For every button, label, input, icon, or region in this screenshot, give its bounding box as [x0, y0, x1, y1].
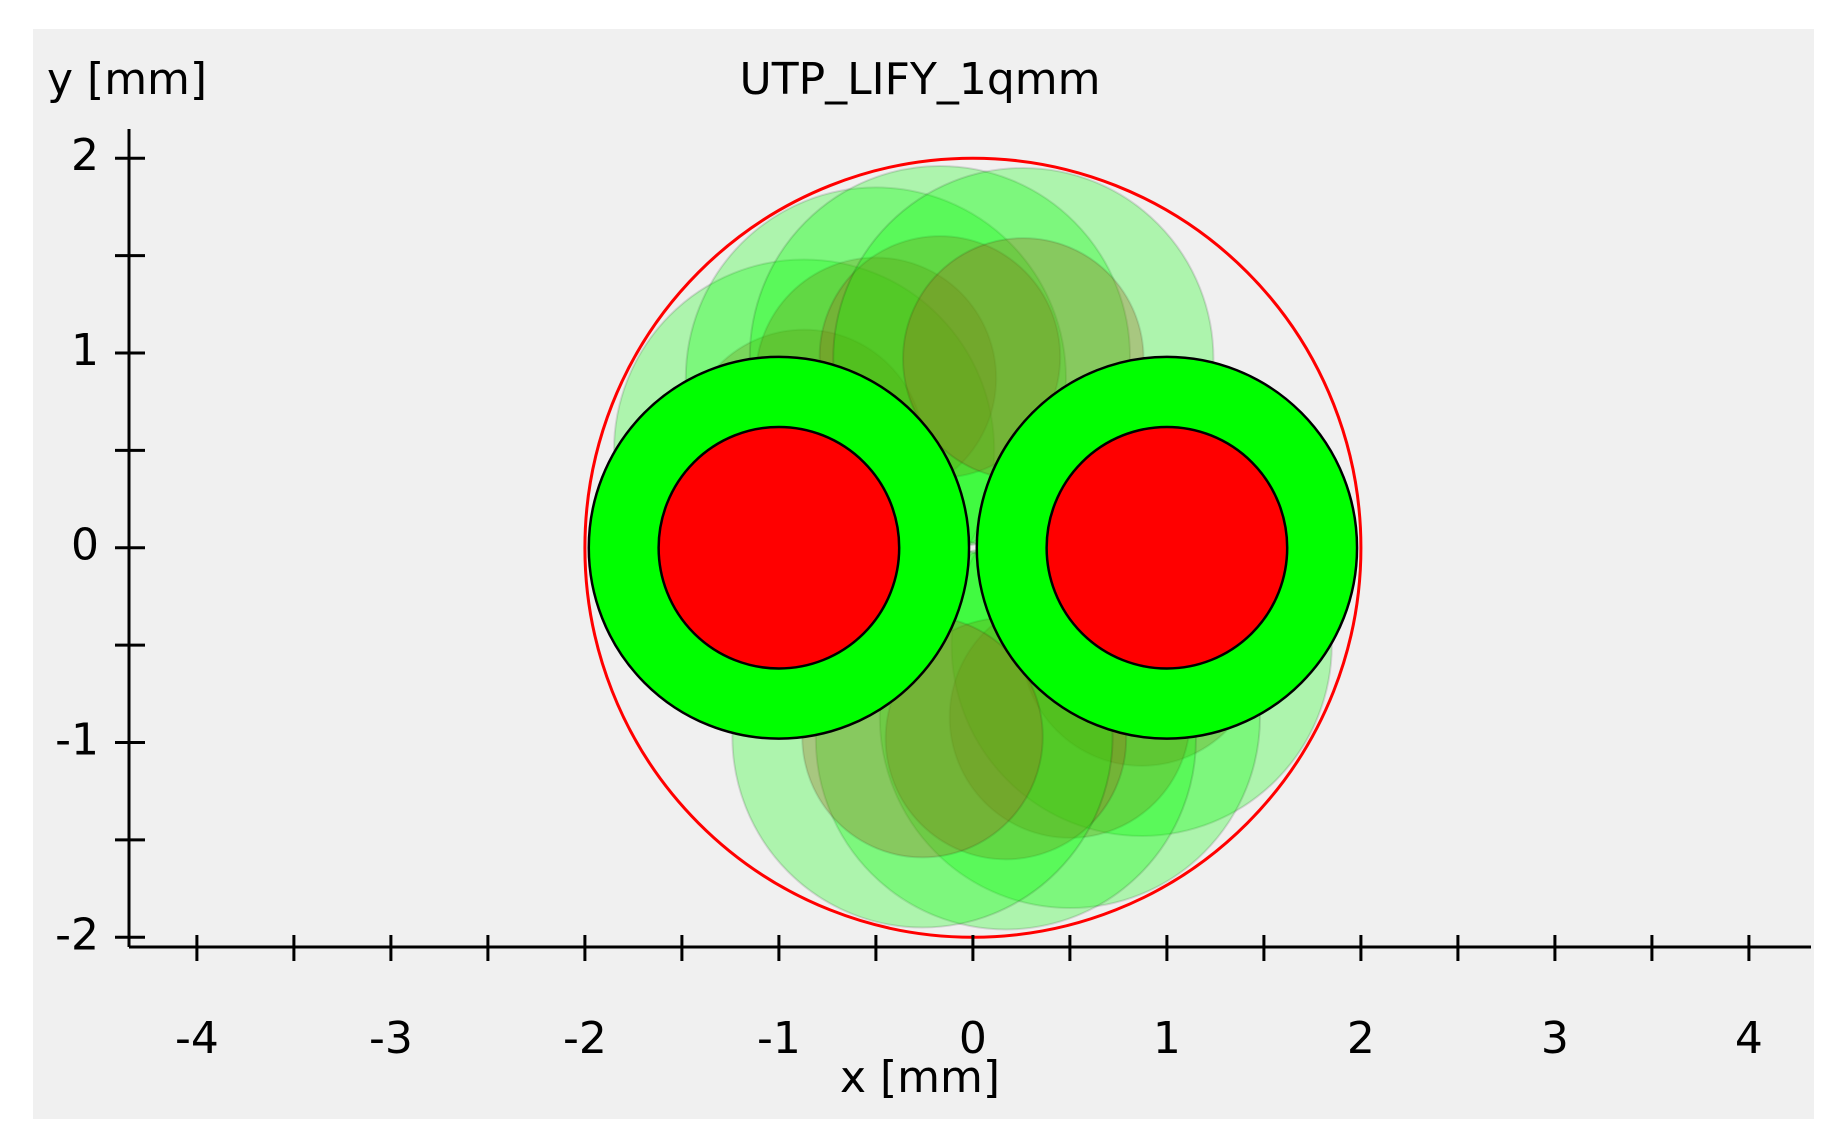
x-axis-label: x [mm]	[840, 1052, 1000, 1103]
y-tick-label: 0	[71, 520, 99, 571]
y-tick-label: -1	[55, 715, 99, 766]
conductor	[1045, 425, 1289, 670]
x-tick-label: 4	[1735, 1013, 1763, 1064]
chart-title: UTP_LIFY_1qmm	[740, 54, 1101, 105]
x-tick-label: -2	[563, 1013, 607, 1064]
y-tick-label: 1	[71, 325, 99, 376]
x-tick-label: 0	[959, 1013, 987, 1064]
conductor	[657, 425, 901, 670]
y-tick-label: 2	[71, 130, 99, 181]
x-tick-label: 3	[1541, 1013, 1569, 1064]
y-tick-label: -2	[55, 909, 99, 960]
x-tick-label: 2	[1347, 1013, 1375, 1064]
x-tick-label: 1	[1153, 1013, 1181, 1064]
y-axis-label: y [mm]	[47, 54, 207, 105]
x-tick-label: -3	[369, 1013, 413, 1064]
x-tick-label: -4	[175, 1013, 219, 1064]
x-tick-label: -1	[757, 1013, 801, 1064]
